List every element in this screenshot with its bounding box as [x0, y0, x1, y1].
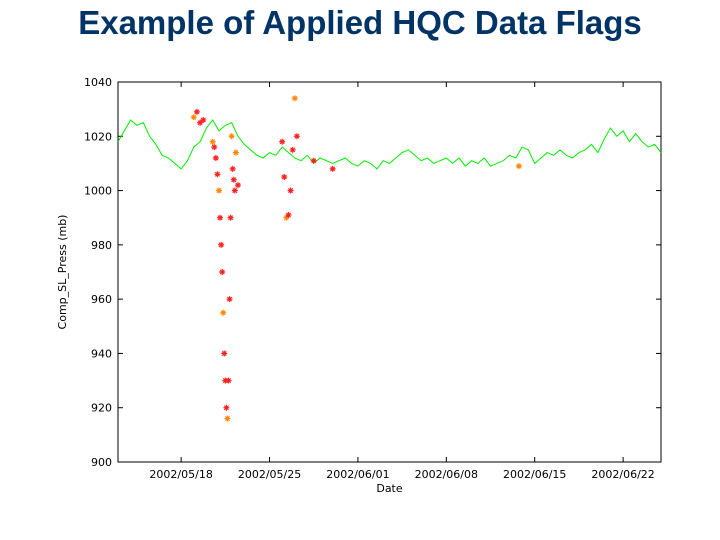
x-tick-label: 2002/06/15: [503, 468, 566, 481]
flag-point: [515, 163, 522, 170]
y-axis-label: Comp_SL_Press (mb): [56, 215, 69, 330]
flag-point: [227, 214, 234, 221]
flag-point: [214, 171, 221, 178]
flag-point: [310, 157, 317, 164]
flag-point: [289, 146, 296, 153]
x-tick-label: 2002/05/25: [238, 468, 301, 481]
flag-point: [190, 114, 197, 121]
flag-point: [234, 182, 241, 189]
slide-title: Example of Applied HQC Data Flags: [78, 4, 642, 41]
flag-point: [219, 269, 226, 275]
flag-point: [211, 144, 218, 151]
flag-point: [279, 138, 286, 145]
series-line-group: [117, 119, 662, 170]
y-tick-label: 900: [91, 456, 112, 469]
flag-point: [193, 108, 200, 115]
y-tick-label: 920: [91, 402, 112, 415]
flag-point: [223, 404, 230, 411]
flag-point: [200, 117, 207, 123]
flag-point: [209, 138, 216, 145]
y-tick-label: 1000: [84, 185, 112, 198]
y-tick-label: 1040: [84, 76, 112, 89]
x-tick-label: 2002/05/18: [149, 468, 212, 481]
x-axis-ticks: 2002/05/18 2002/05/25 2002/06/01 2002/06/08…: [149, 82, 655, 481]
flag-point: [220, 309, 227, 316]
flag-point: [225, 377, 232, 384]
flag-point: [218, 241, 225, 248]
flag-point: [230, 176, 237, 183]
flag-point: [229, 165, 236, 172]
flag-point: [221, 350, 228, 357]
flag-point: [231, 187, 238, 194]
flag-point: [217, 214, 224, 221]
flag-point: [285, 212, 292, 218]
y-tick-label: 940: [91, 347, 112, 360]
plot-area-frame: [117, 81, 662, 463]
x-tick-label: 2002/06/22: [591, 468, 654, 481]
flag-point: [329, 165, 336, 172]
x-tick-label: 2002/06/08: [415, 468, 478, 481]
flag-point: [216, 187, 223, 194]
flag-point: [281, 174, 288, 180]
flag-point: [224, 415, 231, 422]
y-tick-label: 980: [91, 239, 112, 252]
flag-marks-group: [190, 95, 522, 422]
x-tick-label: 2002/06/01: [326, 468, 389, 481]
pressure-series-line: [117, 119, 662, 170]
flag-point: [293, 133, 300, 140]
flag-point: [232, 149, 239, 156]
y-tick-label: 1020: [84, 130, 112, 143]
flag-point: [228, 133, 235, 140]
flag-point: [287, 187, 294, 194]
flag-point: [212, 155, 219, 161]
y-axis-ticks: 900 920 940 960 980 1000 1020 1040: [84, 76, 661, 469]
flag-point: [291, 95, 298, 102]
y-tick-label: 960: [91, 293, 112, 306]
x-axis-label: Date: [376, 482, 403, 495]
flag-point: [226, 296, 233, 303]
